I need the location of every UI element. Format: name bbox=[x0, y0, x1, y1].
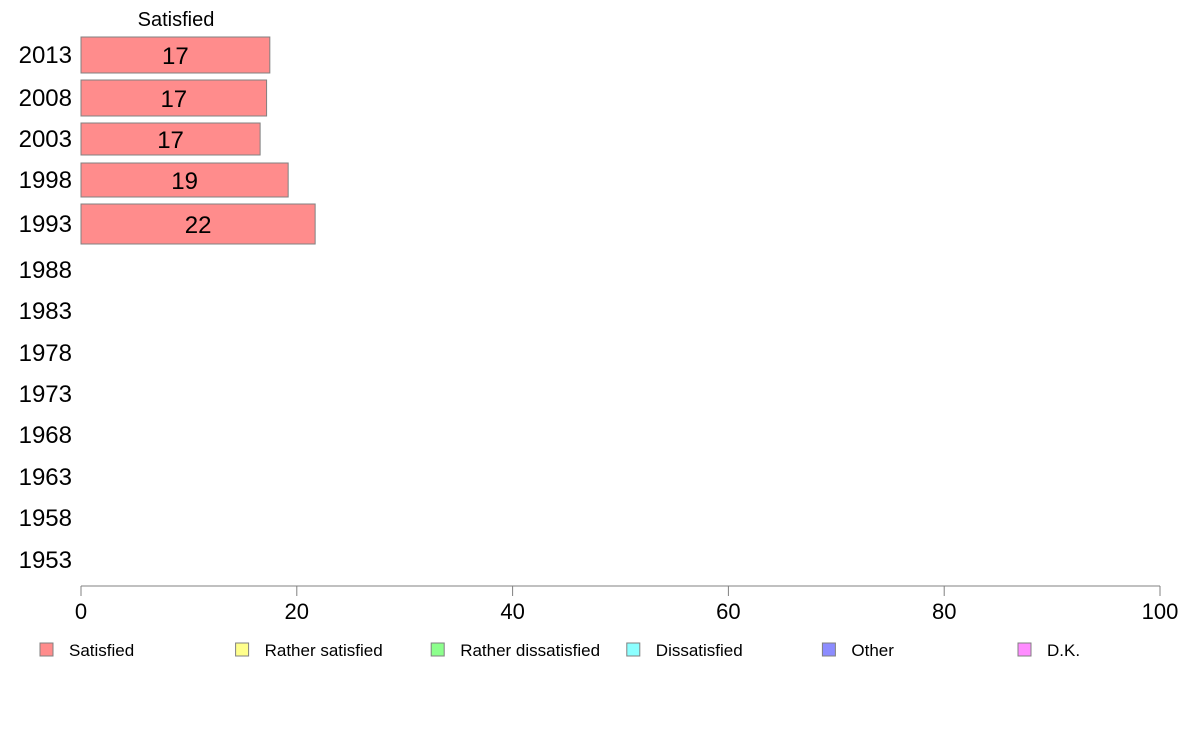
y-label-1958: 1958 bbox=[19, 505, 72, 532]
y-label-1963: 1963 bbox=[19, 464, 72, 491]
y-axis-labels: 2013 2008 2003 1998 1993 1988 1983 1978 1973 1968… bbox=[19, 42, 72, 574]
y-label-1973: 1973 bbox=[19, 381, 72, 408]
legend-swatch-satisfied bbox=[39, 642, 54, 657]
x-axis: 0 20 40 60 80 100 bbox=[75, 585, 1179, 624]
column-header: Satisfied bbox=[138, 9, 215, 31]
data-label-2008: 17 bbox=[160, 86, 187, 113]
bars: 17 17 17 19 22 bbox=[80, 36, 316, 245]
bar-satisfied-1993 bbox=[80, 203, 316, 245]
legend-swatch-other bbox=[821, 642, 836, 657]
y-label-1968: 1968 bbox=[19, 422, 72, 449]
legend-label-rather-satisfied: Rather satisfied bbox=[265, 641, 383, 660]
data-label-2003: 17 bbox=[157, 127, 184, 154]
bar-satisfied-2008 bbox=[80, 79, 268, 117]
legend-label-d-k-: D.K. bbox=[1047, 641, 1080, 660]
bar-satisfied-1998 bbox=[80, 162, 289, 198]
legend-swatch-dissatisfied bbox=[626, 642, 641, 657]
y-label-2013: 2013 bbox=[19, 42, 72, 69]
y-label-1993: 1993 bbox=[19, 211, 72, 238]
x-tick-label-80: 80 bbox=[932, 599, 956, 624]
data-label-1998: 19 bbox=[171, 168, 198, 195]
legend-label-other: Other bbox=[851, 641, 894, 660]
legend-swatch-rather-dissatisfied bbox=[430, 642, 445, 657]
y-label-1988: 1988 bbox=[19, 257, 72, 284]
x-tick-label-100: 100 bbox=[1142, 599, 1179, 624]
y-label-1978: 1978 bbox=[19, 340, 72, 367]
x-tick-label-40: 40 bbox=[500, 599, 524, 624]
bar-satisfied-2003 bbox=[80, 122, 261, 156]
x-tick-label-0: 0 bbox=[75, 599, 87, 624]
legend-label-rather-dissatisfied: Rather dissatisfied bbox=[460, 641, 600, 660]
data-label-1993: 22 bbox=[185, 212, 212, 239]
y-label-1953: 1953 bbox=[19, 547, 72, 574]
x-tick-label-20: 20 bbox=[285, 599, 309, 624]
legend-swatch-rather-satisfied bbox=[235, 642, 250, 657]
legend: Satisfied Rather satisfied Rather dissatis… bbox=[39, 641, 1080, 660]
y-label-1983: 1983 bbox=[19, 298, 72, 325]
y-label-2003: 2003 bbox=[19, 126, 72, 153]
y-label-2008: 2008 bbox=[19, 85, 72, 112]
legend-label-satisfied: Satisfied bbox=[69, 641, 134, 660]
y-label-1998: 1998 bbox=[19, 167, 72, 194]
data-label-2013: 17 bbox=[162, 43, 189, 70]
bar-satisfied-2013 bbox=[80, 36, 271, 74]
legend-label-dissatisfied: Dissatisfied bbox=[656, 641, 743, 660]
legend-swatch-d-k- bbox=[1017, 642, 1032, 657]
x-tick-label-60: 60 bbox=[716, 599, 740, 624]
